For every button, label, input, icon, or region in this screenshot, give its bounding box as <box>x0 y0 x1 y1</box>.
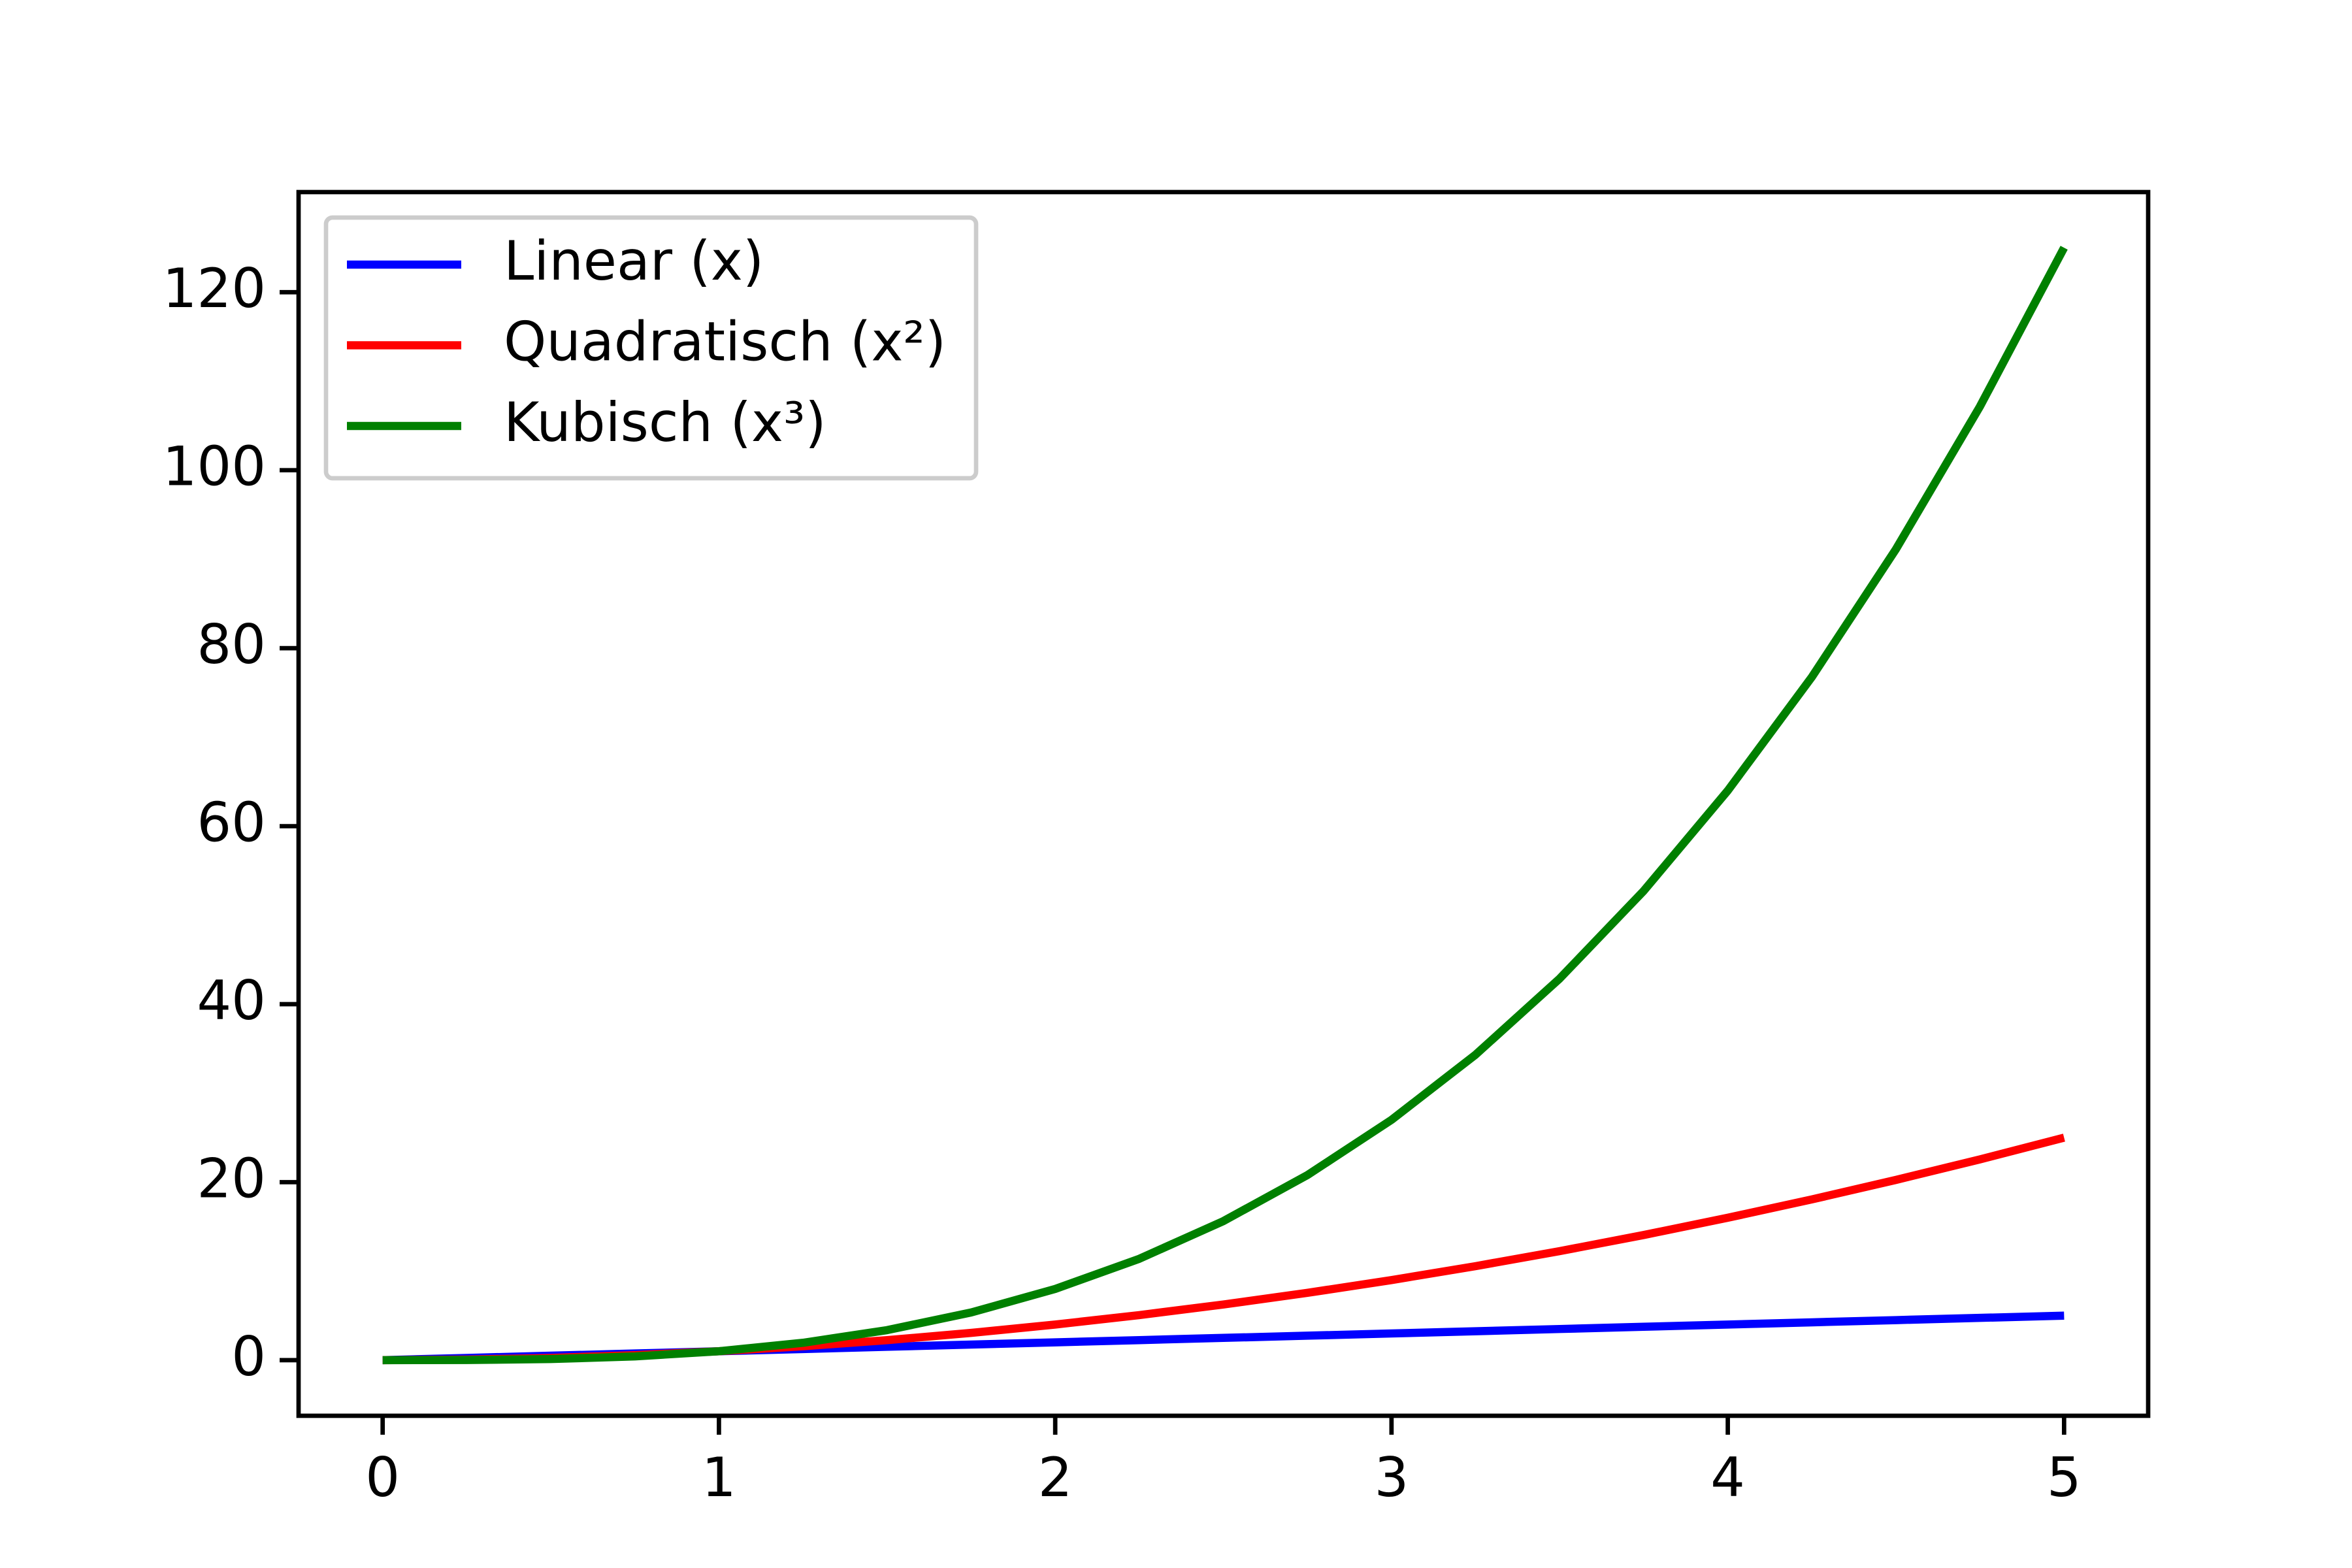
axes-frame <box>296 189 2151 1418</box>
y-tick-label: 120 <box>163 257 266 320</box>
legend-label: Quadratisch (x²) <box>504 310 946 373</box>
x-tick-label: 0 <box>365 1446 400 1509</box>
legend: Linear (x) Quadratisch (x²) Kubisch (x³) <box>323 215 979 481</box>
x-tick-label: 1 <box>702 1446 736 1509</box>
y-tick-label: 0 <box>231 1325 266 1388</box>
x-tick-label: 4 <box>1710 1446 1745 1509</box>
legend-box <box>323 215 979 481</box>
y-tick-label: 40 <box>197 969 266 1032</box>
x-tick-label: 3 <box>1374 1446 1409 1509</box>
y-tick-label: 100 <box>163 435 266 498</box>
y-tick-label: 60 <box>197 791 266 854</box>
x-tick-label: 5 <box>2047 1446 2082 1509</box>
y-tick-label: 80 <box>197 613 266 676</box>
legend-label: Linear (x) <box>504 229 764 293</box>
legend-label: Kubisch (x³) <box>504 391 826 454</box>
series-line <box>382 246 2068 1365</box>
y-tick-label: 20 <box>197 1147 266 1210</box>
x-tick-label: 2 <box>1038 1446 1073 1509</box>
